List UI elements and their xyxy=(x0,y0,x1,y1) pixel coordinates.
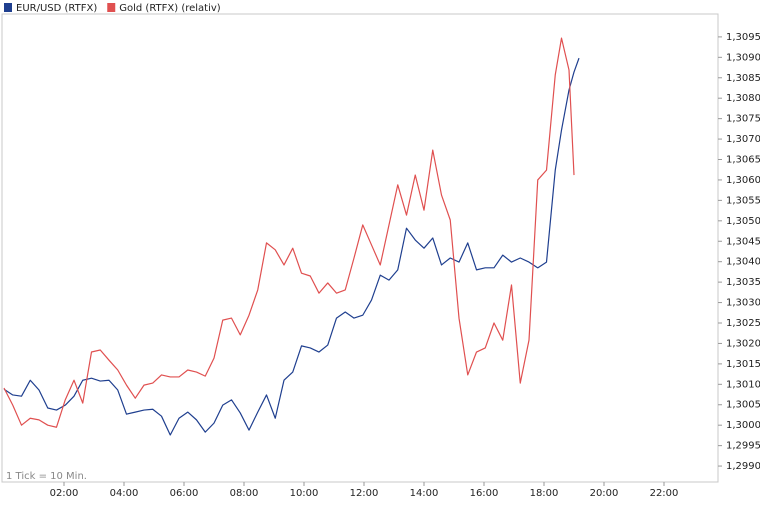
x-tick-label: 16:00 xyxy=(470,488,499,499)
x-tick-label: 06:00 xyxy=(170,488,199,499)
x-tick-label: 10:00 xyxy=(290,488,319,499)
y-tick-label: 1,3035 xyxy=(726,277,760,288)
y-tick-label: 1,3065 xyxy=(726,155,760,166)
x-tick-label: 08:00 xyxy=(230,488,259,499)
legend-label: Gold (RTFX) (relativ) xyxy=(119,3,221,14)
y-tick-label: 1,3095 xyxy=(726,32,760,43)
y-tick-label: 1,3005 xyxy=(726,400,760,411)
y-tick-label: 1,3075 xyxy=(726,114,760,125)
y-tick-label: 1,3040 xyxy=(726,257,760,268)
y-tick-label: 1,2990 xyxy=(726,461,760,472)
y-tick-label: 1,3020 xyxy=(726,338,760,349)
y-tick-label: 1,3045 xyxy=(726,236,760,247)
y-tick-label: 1,3055 xyxy=(726,195,760,206)
y-tick-label: 1,3015 xyxy=(726,359,760,370)
x-tick-label: 04:00 xyxy=(110,488,139,499)
x-tick-label: 22:00 xyxy=(650,488,679,499)
y-tick-label: 1,3080 xyxy=(726,93,760,104)
y-tick-label: 1,3000 xyxy=(726,420,760,431)
x-tick-label: 02:00 xyxy=(50,488,79,499)
legend-swatch xyxy=(107,3,116,12)
x-tick-label: 12:00 xyxy=(350,488,379,499)
x-tick-label: 14:00 xyxy=(410,488,439,499)
y-tick-label: 1,3010 xyxy=(726,379,760,390)
x-tick-label: 20:00 xyxy=(590,488,619,499)
series-line xyxy=(3,37,575,428)
y-tick-label: 1,3030 xyxy=(726,298,760,309)
legend-label: EUR/USD (RTFX) xyxy=(16,3,97,14)
y-tick-label: 1,3060 xyxy=(726,175,760,186)
y-tick-label: 1,3025 xyxy=(726,318,760,329)
y-tick-label: 1,3085 xyxy=(726,73,760,84)
y-tick-label: 1,3070 xyxy=(726,134,760,145)
series-line xyxy=(3,57,580,436)
x-tick-label: 18:00 xyxy=(530,488,559,499)
y-tick-label: 1,3050 xyxy=(726,216,760,227)
plot-frame xyxy=(1,13,719,483)
legend-swatch xyxy=(4,3,12,12)
footnote: 1 Tick = 10 Min. xyxy=(6,471,87,482)
y-tick-label: 1,2995 xyxy=(726,441,760,452)
y-tick-label: 1,3090 xyxy=(726,52,760,63)
